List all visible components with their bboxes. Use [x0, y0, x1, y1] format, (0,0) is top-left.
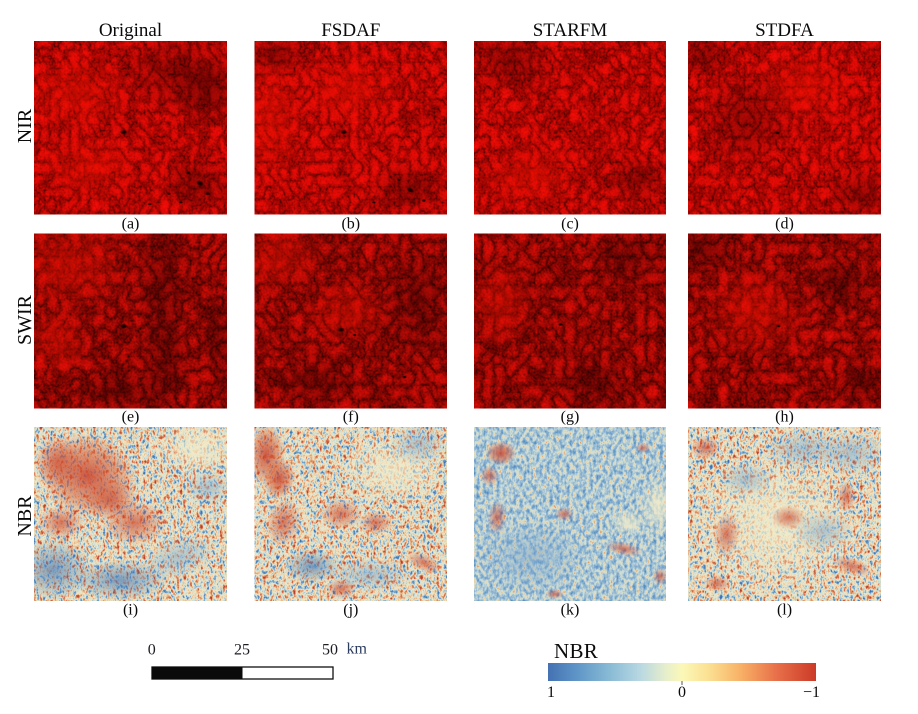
svg-text:50: 50 [322, 642, 338, 659]
svg-text:NBR: NBR [554, 639, 598, 663]
svg-text:(a): (a) [122, 215, 140, 232]
svg-text:(h): (h) [775, 408, 794, 425]
svg-text:0: 0 [678, 684, 686, 701]
svg-text:1: 1 [547, 684, 555, 701]
svg-text:FSDAF: FSDAF [321, 20, 380, 41]
svg-text:STARFM: STARFM [533, 20, 608, 41]
svg-text:km: km [347, 641, 368, 658]
svg-text:NBR: NBR [14, 495, 36, 537]
svg-text:(b): (b) [341, 215, 360, 232]
svg-text:25: 25 [234, 642, 250, 659]
svg-text:(d): (d) [775, 215, 794, 232]
svg-text:(g): (g) [561, 408, 580, 425]
svg-text:(e): (e) [122, 408, 140, 425]
svg-text:(l): (l) [777, 601, 792, 618]
svg-text:STDFA: STDFA [755, 20, 814, 41]
svg-text:(c): (c) [561, 215, 579, 232]
svg-text:−1: −1 [803, 684, 820, 701]
svg-text:(i): (i) [123, 601, 138, 618]
svg-text:NIR: NIR [14, 108, 36, 143]
svg-text:Original: Original [99, 20, 162, 41]
svg-text:0: 0 [148, 642, 156, 659]
svg-text:(f): (f) [343, 408, 359, 425]
svg-text:(k): (k) [561, 601, 580, 618]
svg-text:SWIR: SWIR [14, 294, 36, 345]
svg-text:(j): (j) [343, 601, 358, 618]
